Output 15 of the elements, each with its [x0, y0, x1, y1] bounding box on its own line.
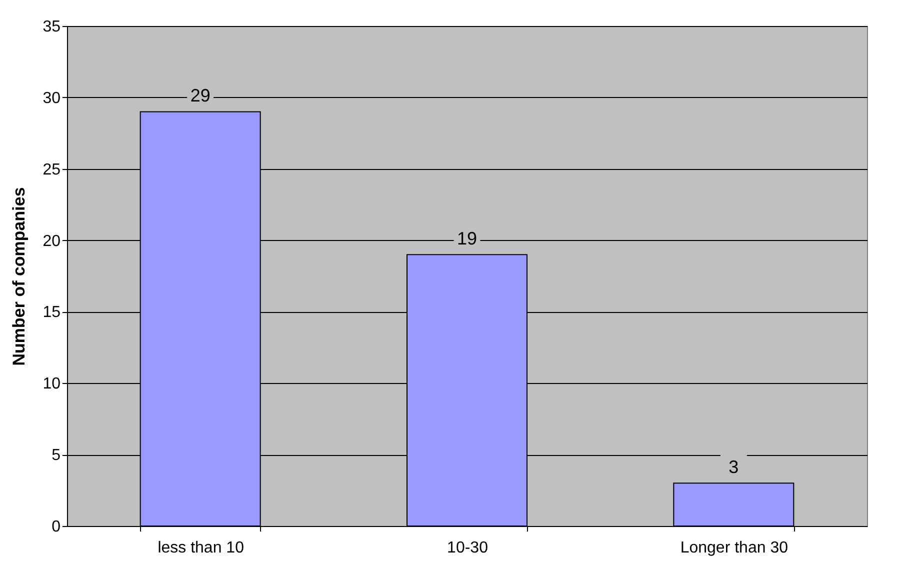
y-tick-label: 0 [52, 518, 61, 536]
y-tick-label: 5 [52, 447, 61, 464]
data-label: 3 [728, 457, 739, 478]
y-tick-label: 30 [42, 90, 61, 107]
x-tick-label: less than 10 [158, 540, 244, 556]
data-label: 19 [456, 228, 478, 249]
y-tick-label: 35 [42, 18, 61, 36]
y-tick-label: 15 [42, 304, 61, 322]
y-tick-label: 10 [42, 376, 61, 393]
data-label: 29 [190, 86, 210, 106]
x-tick-label: 10-30 [447, 540, 488, 556]
y-tick-label: 25 [42, 161, 61, 178]
x-tick-label: Longer than 30 [680, 540, 788, 556]
y-tick-label: 20 [42, 232, 61, 250]
y-axis-title: Number of companies [10, 187, 29, 366]
